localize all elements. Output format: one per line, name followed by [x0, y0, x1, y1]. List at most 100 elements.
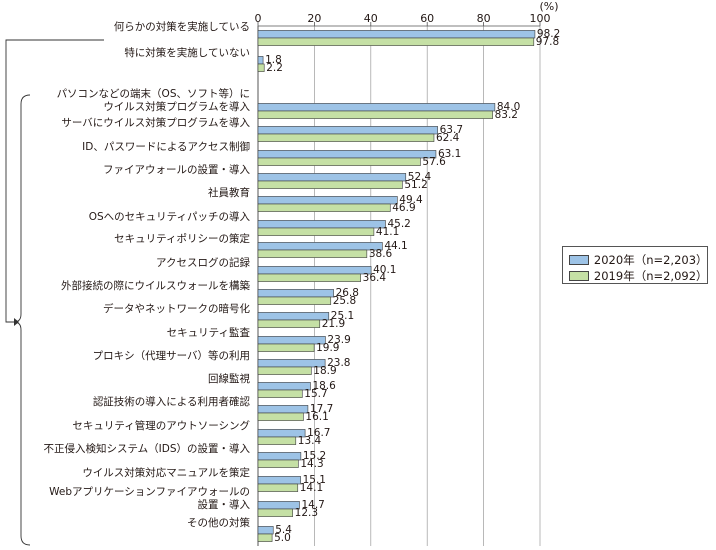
value-label-2020-18: 15.1	[303, 474, 326, 486]
bar-2020-9	[257, 266, 372, 275]
category-label-14: 回線監視	[208, 372, 250, 385]
value-label-2019-2: 83.2	[495, 109, 518, 121]
bar-2019-5	[257, 180, 403, 189]
bar-2020-19	[257, 501, 300, 510]
category-label-13: プロキシ（代理サーバ）等の利用	[93, 349, 250, 362]
value-label-2020-5: 52.4	[408, 171, 432, 183]
value-label-2020-12: 23.9	[327, 334, 350, 346]
bar-2020-8	[257, 242, 383, 251]
bracket-layer	[5, 39, 104, 546]
legend-item-2019: 2019年（n=2,092）	[569, 268, 708, 284]
value-label-2019-19: 12.3	[295, 507, 318, 519]
legend-item-2020: 2020年（n=2,203）	[569, 252, 708, 268]
category-label-line: ウイルス対策プログラムを導入	[103, 100, 250, 113]
bar-2020-18	[257, 476, 301, 485]
value-label-2019-12: 19.9	[316, 342, 339, 354]
category-label-9: アクセスログの記録	[156, 256, 250, 269]
bar-2019-17	[257, 459, 299, 468]
category-label-7: OSへのセキュリティパッチの導入	[89, 210, 251, 223]
value-label-2019-1: 2.2	[266, 62, 283, 74]
category-labels: 何らかの対策を実施している特に対策を実施していないパソコンなどの端末（OS、ソフ…	[43, 20, 250, 529]
tick-label-100: 100	[530, 12, 551, 25]
bar-2019-15	[257, 412, 304, 421]
category-label-6: 社員教育	[208, 186, 250, 199]
bar-2019-6	[257, 203, 391, 212]
value-label-2019-14: 15.7	[304, 388, 327, 400]
value-label-2019-0: 97.8	[536, 36, 559, 48]
bar-2020-10	[257, 289, 334, 298]
value-label-2020-2: 84.0	[497, 101, 520, 113]
bar-2020-14	[257, 382, 311, 391]
legend-label-2020: 2020年（n=2,203）	[593, 253, 708, 267]
value-label-2019-10: 25.8	[333, 295, 356, 307]
bar-2020-5	[257, 173, 407, 182]
value-label-2019-17: 14.3	[300, 458, 323, 470]
category-label-8: セキュリティポリシーの策定	[114, 232, 250, 245]
legend: 2020年（n=2,203） 2019年（n=2,092）	[562, 246, 708, 284]
value-label-2020-1: 1.8	[265, 54, 282, 66]
value-label-2020-13: 23.8	[327, 357, 350, 369]
bar-2019-8	[257, 249, 368, 258]
category-label-15: 認証技術の導入による利用者確認	[93, 395, 251, 408]
value-label-2020-9: 40.1	[373, 264, 396, 276]
bar-2020-7	[257, 220, 386, 229]
bar-2019-1	[257, 63, 265, 72]
value-label-2019-15: 16.1	[305, 411, 328, 423]
bar-2020-0	[257, 30, 536, 39]
tick-label-80: 80	[477, 12, 491, 25]
category-label-18: ウイルス対策対応マニュアルを策定	[82, 466, 250, 479]
bar-2019-0	[257, 37, 535, 46]
bar-2020-2	[257, 103, 496, 112]
bar-2020-3	[257, 126, 438, 135]
category-label-17: 不正侵入検知システム（IDS）の設置・導入	[43, 442, 250, 455]
bar-2019-20	[257, 533, 273, 542]
legend-swatch-2019	[569, 271, 589, 281]
value-label-2020-3: 63.7	[440, 124, 463, 136]
bar-2020-6	[257, 196, 398, 205]
legend-label-2019: 2019年（n=2,092）	[593, 269, 708, 283]
category-label-10: 外部接続の際にウイルスウォールを構築	[61, 279, 250, 292]
bar-2019-7	[257, 227, 375, 236]
category-label-1: 特に対策を実施していない	[124, 46, 250, 59]
unit-label: (%)	[539, 0, 558, 13]
value-label-2020-4: 63.1	[438, 148, 461, 160]
value-label-2019-7: 41.1	[376, 226, 399, 238]
value-label-2020-6: 49.4	[399, 194, 423, 206]
tick-label-0: 0	[255, 12, 262, 25]
category-label-12: セキュリティ監査	[167, 326, 251, 339]
bar-2019-16	[257, 436, 297, 445]
bar-2019-12	[257, 343, 315, 352]
legend-swatch-2020	[569, 255, 589, 265]
connector-line	[5, 39, 104, 323]
bar-2019-9	[257, 273, 361, 282]
value-label-2020-19: 14.7	[301, 499, 324, 511]
bar-2019-10	[257, 296, 332, 305]
tick-label-40: 40	[364, 12, 378, 25]
value-label-2019-13: 18.9	[313, 365, 336, 377]
category-label-line: パソコンなどの端末（OS、ソフト等）に	[57, 87, 250, 100]
tick-label-20: 20	[307, 12, 321, 25]
bar-2019-18	[257, 483, 299, 492]
bar-2020-17	[257, 452, 302, 461]
bar-2019-14	[257, 389, 303, 398]
value-label-2020-20: 5.4	[275, 524, 292, 536]
category-label-line: 設置・導入	[198, 498, 251, 511]
value-label-2019-6: 46.9	[392, 202, 415, 214]
category-label-19: Webアプリケーションファイアウォールの設置・導入	[49, 486, 250, 511]
bar-2020-1	[257, 56, 264, 65]
category-label-line: Webアプリケーションファイアウォールの	[49, 486, 250, 498]
value-label-2020-11: 25.1	[331, 310, 354, 322]
value-label-2020-15: 17.7	[310, 403, 333, 415]
value-label-2019-20: 5.0	[274, 532, 291, 544]
value-label-2019-8: 38.6	[369, 248, 393, 260]
value-label-2020-8: 44.1	[384, 240, 407, 252]
value-label-2020-0: 98.2	[537, 28, 560, 40]
value-label-2020-7: 45.2	[387, 218, 410, 230]
value-label-2019-18: 14.1	[300, 482, 323, 494]
bar-2019-19	[257, 508, 293, 517]
bar-2019-2	[257, 110, 493, 119]
value-label-2020-10: 26.8	[336, 287, 359, 299]
value-label-2019-9: 36.4	[363, 272, 387, 284]
